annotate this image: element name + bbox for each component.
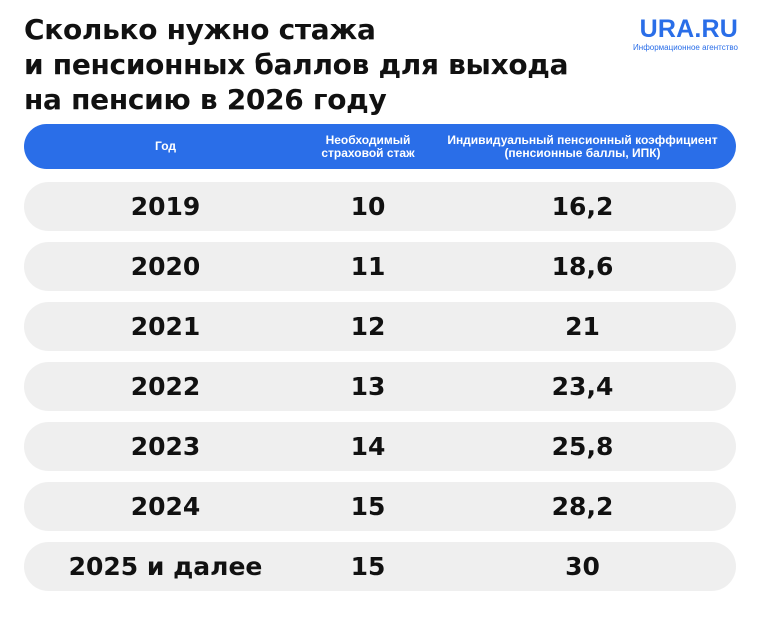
- logo-name: URA.RU: [639, 15, 738, 43]
- table-row: 2021 12 21: [24, 302, 736, 351]
- cell-points: 16,2: [551, 192, 614, 221]
- cell-points: 30: [565, 552, 600, 581]
- table-row: 2020 11 18,6: [24, 242, 736, 291]
- table-row: 2019 10 16,2: [24, 182, 736, 231]
- header-coefficient: Индивидуальный пенсионный коэффициент (п…: [447, 132, 718, 160]
- header-experience: Необходимый страховой стаж: [321, 132, 415, 160]
- header-year: Год: [155, 139, 176, 153]
- cell-year: 2020: [130, 252, 201, 281]
- cell-year: 2019: [130, 192, 201, 221]
- cell-points: 18,6: [551, 252, 614, 281]
- title-line: на пенсию в 2026 году: [24, 83, 387, 116]
- cell-year: 2022: [130, 372, 201, 401]
- cell-year: 2024: [130, 492, 201, 521]
- table-row: 2025 и далее 15 30: [24, 542, 736, 591]
- cell-year: 2021: [130, 312, 201, 341]
- table-row: 2023 14 25,8: [24, 422, 736, 471]
- table-body: 2019 10 16,2 2020 11 18,6 2021 12 21 202…: [24, 182, 736, 591]
- cell-points: 25,8: [551, 432, 614, 461]
- cell-experience: 15: [350, 552, 386, 581]
- page-title: Сколько нужно стажа и пенсионных баллов …: [24, 12, 624, 117]
- cell-experience: 10: [350, 192, 386, 221]
- cell-points: 23,4: [551, 372, 614, 401]
- table-row: 2022 13 23,4: [24, 362, 736, 411]
- logo-tagline: Информационное агентство: [633, 43, 738, 52]
- cell-experience: 12: [350, 312, 386, 341]
- logo: URA.RU Информационное агентство: [633, 16, 738, 53]
- cell-year: 2025 и далее: [68, 552, 263, 581]
- cell-points: 21: [565, 312, 600, 341]
- title-line: Сколько нужно стажа: [24, 13, 376, 46]
- table-row: 2024 15 28,2: [24, 482, 736, 531]
- table-header: Год Необходимый страховой стаж Индивидуа…: [24, 124, 736, 169]
- cell-experience: 14: [350, 432, 386, 461]
- title-line: и пенсионных баллов для выхода: [24, 48, 569, 81]
- cell-year: 2023: [130, 432, 201, 461]
- cell-experience: 11: [350, 252, 386, 281]
- cell-points: 28,2: [551, 492, 614, 521]
- cell-experience: 15: [350, 492, 386, 521]
- cell-experience: 13: [350, 372, 386, 401]
